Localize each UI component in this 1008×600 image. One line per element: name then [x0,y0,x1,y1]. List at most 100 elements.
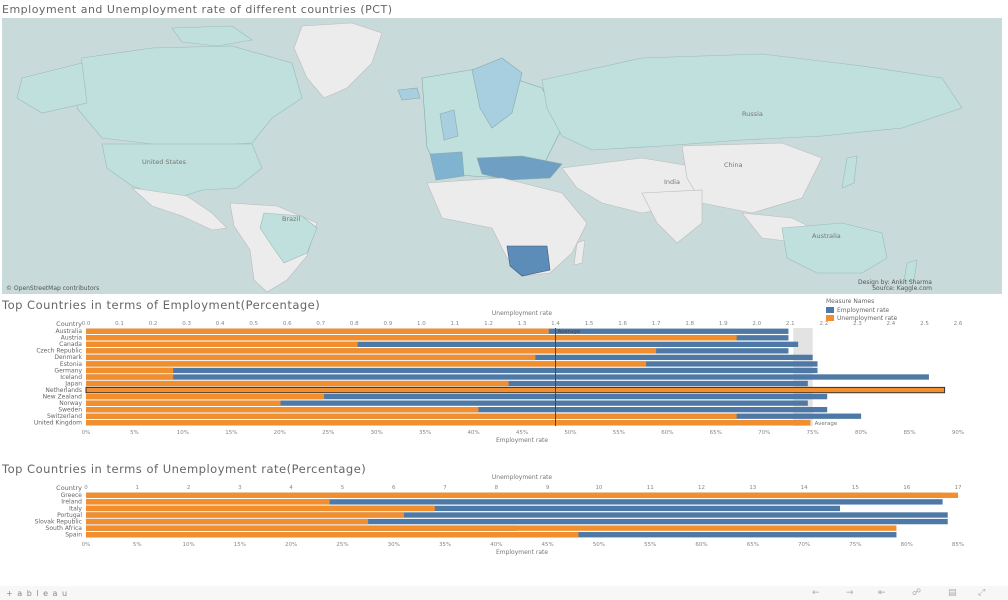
bottom-tick-label: 45% [516,430,528,436]
bottom-tick-label: 55% [644,542,656,548]
top-axis-label: Unemployment rate [492,474,553,481]
category-label: Portugal [57,512,82,519]
top-tick-label: 9 [546,485,550,491]
bottom-tick-label: 0% [82,430,91,436]
australia-shape [781,222,888,274]
top-axis-label: Unemployment rate [492,310,553,317]
canada-shape [76,45,303,147]
top-tick-label: 2.6 [954,321,963,327]
top-tick-label: 0 [84,485,88,491]
bottom-tick-label: 70% [798,542,810,548]
chart2-title: Top Countries in terms of Unemployment r… [2,462,367,476]
top-tick-label: 11 [647,485,654,491]
bottom-tick-label: 5% [130,430,139,436]
unemployment-bar [86,518,369,525]
source-credit: Source: Kaggle.com [872,285,932,292]
top-tick-label: 0.2 [149,321,158,327]
share-icon[interactable]: ☍ [912,588,922,598]
top-tick-label: 2.4 [887,321,896,327]
undo-icon[interactable]: ← [812,588,820,598]
top-tick-label: 8 [495,485,499,491]
download-icon[interactable]: ▤ [948,588,957,598]
africa-shape [426,177,588,277]
unemployment-bar [86,335,737,341]
employment-chart[interactable]: Country Unemployment rate 0.0 0.1 0.2 0.3 0.4 0… [0,310,1008,452]
unemployment-average-label: Average [558,329,581,335]
legend-item-unemployment[interactable]: Unemployment rate [826,314,897,322]
top-tick-label: 15 [852,485,859,491]
bottom-tick-label: 60% [695,542,707,548]
legend[interactable]: Measure Names Employment rate Unemployme… [826,298,897,322]
top-tick-label: 1.3 [518,321,527,327]
legend-swatch-unemployment [826,315,834,321]
tableau-logo[interactable]: + a b l e a u [6,589,69,598]
category-label: Spain [65,532,82,539]
bottom-tick-label: 30% [371,430,383,436]
label-australia: Australia [812,232,841,240]
category-label: Greece [61,492,83,499]
top-tick-label: 0.7 [316,321,325,327]
employment-bar [86,400,808,406]
employment-bar [86,341,799,347]
top-tick-label: 2 [187,485,191,491]
top-tick-label: 14 [801,485,808,491]
unemployment-bar [86,374,174,380]
unemployment-bar [86,348,657,354]
top-tick-label: 1.6 [618,321,627,327]
category-label: Switzerland [47,413,82,420]
label-united-states: United States [142,158,187,166]
southern-europe-shape [476,155,563,181]
unemployment-bar [86,499,330,505]
china-shape [681,142,823,214]
top-tick-label: 0.1 [115,321,124,327]
mexico-shape [131,187,228,231]
top-tick-label: 0.4 [216,321,225,327]
legend-label-unemployment: Unemployment rate [837,314,898,322]
unemployment-bar [86,532,579,538]
bottom-tick-label: 65% [710,430,722,436]
bottom-tick-label: 5% [133,542,142,548]
label-brazil: Brazil [282,215,301,223]
top-tick-label: 2.2 [819,321,828,327]
bottom-tick-label: 15% [225,430,237,436]
greenland-shape [293,22,383,99]
osm-credit[interactable]: © OpenStreetMap contributors [6,285,100,292]
fullscreen-icon[interactable]: ⤢ [978,588,986,598]
bottom-tick-label: 10% [182,542,194,548]
unemployment-bar [86,328,549,334]
revert-icon[interactable]: ⇤ [878,588,886,598]
legend-item-employment[interactable]: Employment rate [826,306,897,314]
bottom-tick-label: 80% [901,542,913,548]
top-tick-label: 2.1 [786,321,795,327]
world-map[interactable]: United States Russia China India Brazil … [2,18,1002,294]
unemployment-bar [86,367,174,374]
unemployment-bar [86,413,737,419]
bottom-tick-label: 85% [903,430,915,436]
map-title: Employment and Unemployment rate of diff… [2,3,393,16]
top-tick-label: 1.5 [585,321,594,327]
bottom-tick-label: 35% [419,430,431,436]
country-header: Country [56,320,82,328]
south-africa-shape [506,245,551,277]
unemployment-bar [86,512,405,518]
redo-icon[interactable]: → [846,588,854,598]
category-label: Norway [59,400,82,407]
uk-shape [439,109,459,141]
top-tick-label: 0.0 [82,321,91,327]
unemployment-bar [86,420,811,426]
bottom-tick-label: 90% [952,430,964,436]
category-label: Estonia [60,361,82,368]
employment-bar [86,499,943,505]
category-label: Australia [55,328,82,335]
category-label: Italy [69,505,82,512]
top-tick-label: 1.7 [652,321,661,327]
new-zealand-shape [903,259,918,283]
unemployment-bar [86,380,509,387]
employment-bar [86,505,841,512]
arctic-islands-shape [171,25,253,47]
bottom-tick-label: 50% [593,542,605,548]
employment-bar [86,518,948,525]
category-label: Iceland [60,374,82,381]
top-tick-label: 1.9 [719,321,728,327]
